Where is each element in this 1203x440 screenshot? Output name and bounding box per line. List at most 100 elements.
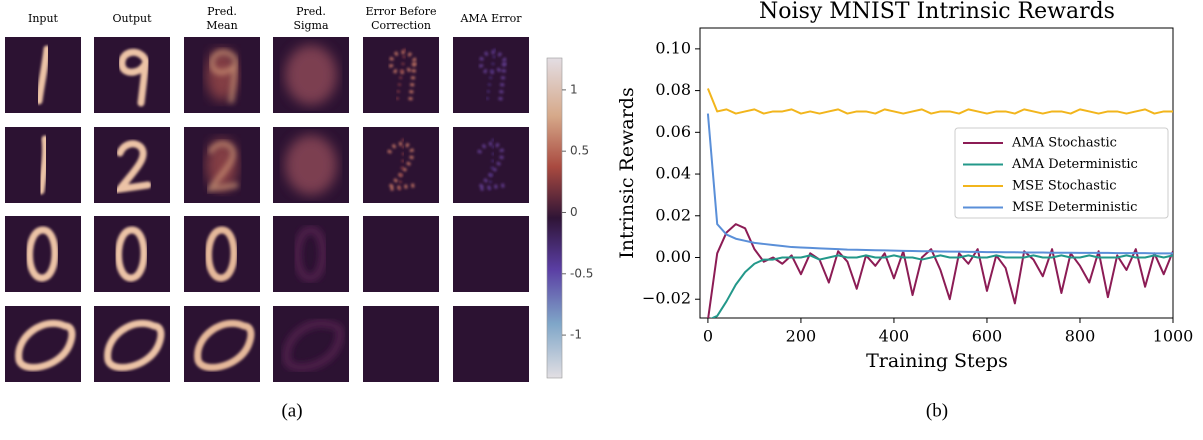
error-trace — [474, 142, 508, 192]
image-cell — [453, 127, 529, 203]
x-axis-label: Training Steps — [866, 350, 1008, 372]
series-line — [706, 113, 1173, 255]
error-trace — [388, 50, 417, 104]
y-tick-label: 0.08 — [655, 80, 691, 99]
digit-stroke — [205, 226, 238, 282]
legend-label: MSE Deterministic — [1012, 200, 1137, 215]
cell-background — [94, 127, 170, 203]
image-cell — [363, 127, 439, 203]
image-cell — [5, 37, 81, 113]
digit-stroke — [118, 48, 150, 107]
image-cell — [5, 306, 81, 382]
y-axis-label: Intrinsic Rewards — [616, 87, 638, 258]
legend-label: AMA Stochastic — [1011, 136, 1117, 151]
digit-stroke — [112, 140, 152, 194]
image-cell — [184, 37, 260, 113]
column-header: Error Before — [366, 5, 437, 18]
cell-background — [363, 37, 439, 113]
x-tick-label: 0 — [703, 327, 713, 346]
y-tick-label: 0.00 — [655, 247, 691, 266]
colorbar-tick-label: -1 — [570, 328, 582, 342]
column-header: Output — [112, 12, 152, 25]
digit-stroke — [15, 319, 76, 371]
sigma-blob — [285, 45, 337, 105]
digit-stroke — [115, 226, 148, 282]
series-line — [706, 88, 1173, 115]
digit-stroke — [35, 45, 51, 105]
plot-frame — [699, 27, 1174, 319]
image-cell — [453, 216, 529, 292]
error-trace — [384, 142, 418, 192]
caption: (a) — [281, 400, 302, 421]
column-header: Input — [28, 12, 59, 25]
legend-box — [954, 127, 1169, 219]
cell-background — [453, 127, 529, 203]
colorbar-tick-label: 1 — [570, 82, 578, 96]
x-tick-label: 400 — [879, 327, 910, 346]
colorbar-tick-label: -0.5 — [570, 266, 593, 280]
series-line — [710, 254, 1173, 318]
digit-stroke — [194, 319, 255, 371]
image-cell — [363, 306, 439, 382]
legend-label: MSE Stochastic — [1012, 179, 1117, 194]
x-tick-label: 200 — [786, 327, 817, 346]
mean-blob — [206, 139, 238, 191]
image-cell — [94, 37, 170, 113]
digit-stroke — [26, 226, 59, 282]
y-tick-label: 0.06 — [655, 122, 691, 141]
column-header: Pred. — [296, 5, 326, 18]
x-tick-label: 1000 — [1153, 327, 1194, 346]
mean-detail — [204, 141, 239, 193]
cell-background — [363, 216, 439, 292]
colorbar-tick-label: 0 — [570, 205, 578, 219]
image-cell — [363, 216, 439, 292]
chart-title: Noisy MNIST Intrinsic Rewards — [759, 0, 1115, 24]
plot-area — [706, 88, 1173, 318]
column-header: Pred. — [207, 5, 237, 18]
caption: (b) — [926, 400, 948, 421]
cell-background — [363, 127, 439, 203]
sigma-trace — [293, 225, 328, 283]
column-header: Correction — [371, 19, 431, 32]
series-line — [707, 223, 1173, 318]
cell-background — [453, 216, 529, 292]
image-cell — [453, 306, 529, 382]
image-cell — [5, 127, 81, 203]
x-tick-label: 800 — [1065, 327, 1096, 346]
image-cell — [184, 216, 260, 292]
y-tick-label: 0.10 — [655, 38, 691, 57]
mean-detail — [209, 49, 239, 104]
cell-background — [363, 306, 439, 382]
image-cell — [184, 127, 260, 203]
image-cell — [273, 127, 349, 203]
sigma-blob — [285, 135, 337, 195]
colorbar — [546, 57, 563, 379]
cell-background — [453, 37, 529, 113]
image-cell — [94, 306, 170, 382]
y-tick-label: −0.02 — [642, 289, 691, 308]
digit-stroke — [104, 319, 165, 371]
legend-label: AMA Deterministic — [1011, 157, 1138, 172]
image-cell — [184, 306, 260, 382]
image-cell — [273, 306, 349, 382]
image-cell — [273, 216, 349, 292]
column-header: Mean — [206, 19, 237, 32]
image-grid — [5, 37, 529, 382]
column-header: Sigma — [293, 19, 329, 32]
image-cell — [363, 37, 439, 113]
image-cell — [453, 37, 529, 113]
image-cell — [273, 37, 349, 113]
digit-stroke — [37, 135, 49, 195]
y-tick-label: 0.04 — [655, 164, 691, 183]
sigma-trace — [282, 318, 345, 372]
error-trace — [478, 50, 507, 104]
image-cell — [5, 216, 81, 292]
x-tick-label: 600 — [972, 327, 1003, 346]
cell-background — [453, 306, 529, 382]
colorbar-tick-label: 0.5 — [570, 144, 589, 158]
image-cell — [94, 216, 170, 292]
y-tick-label: 0.02 — [655, 205, 691, 224]
column-header: AMA Error — [459, 12, 522, 25]
image-cell — [94, 127, 170, 203]
